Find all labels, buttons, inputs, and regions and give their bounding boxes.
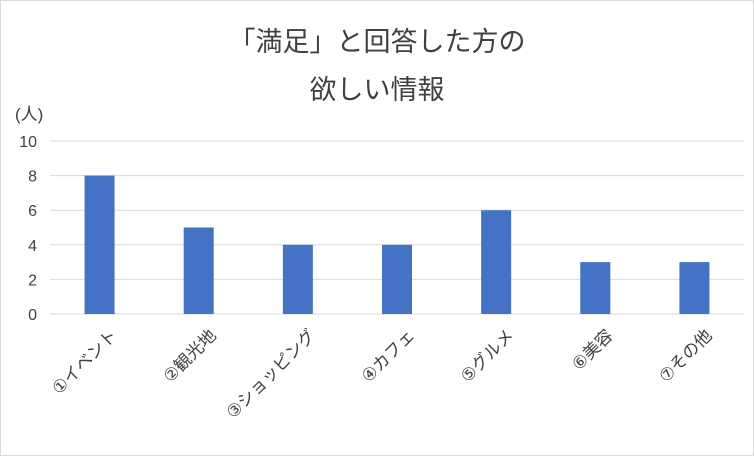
x-category-label: ③ショッピング — [223, 326, 320, 423]
bar-2 — [183, 227, 214, 314]
bar-5 — [481, 210, 512, 314]
y-tick-label: 4 — [28, 238, 37, 255]
x-category-label: ⑤グルメ — [457, 326, 518, 387]
x-category-label: ①イベント — [49, 326, 122, 399]
x-category-label: ⑦その他 — [655, 326, 716, 387]
y-tick-label: 6 — [28, 203, 37, 220]
y-tick-label: 10 — [19, 134, 37, 151]
bar-6 — [580, 262, 611, 314]
y-tick-label: 8 — [28, 169, 37, 186]
chart-title-line-1: 「満足」と回答した方の — [229, 27, 526, 58]
y-tick-label: 2 — [28, 272, 37, 289]
x-category-label: ②観光地 — [160, 326, 221, 387]
bars — [84, 175, 710, 314]
chart-title-line-2: 欲しい情報 — [310, 75, 445, 106]
x-axis-category-labels: ①イベント ②観光地 ③ショッピング ④カフェ ⑤グルメ ⑥美容 ⑦その他 — [49, 326, 717, 423]
bar-3 — [282, 244, 313, 314]
y-tick-label: 0 — [28, 307, 37, 324]
bar-1 — [84, 175, 115, 314]
bar-4 — [382, 244, 412, 314]
y-axis-tick-labels: 0 2 4 6 8 10 — [19, 134, 37, 324]
bar-7 — [679, 262, 710, 314]
x-category-label: ⑥美容 — [568, 326, 617, 375]
x-category-label: ④カフェ — [358, 326, 419, 387]
y-axis-unit-label: (人) — [15, 105, 43, 124]
